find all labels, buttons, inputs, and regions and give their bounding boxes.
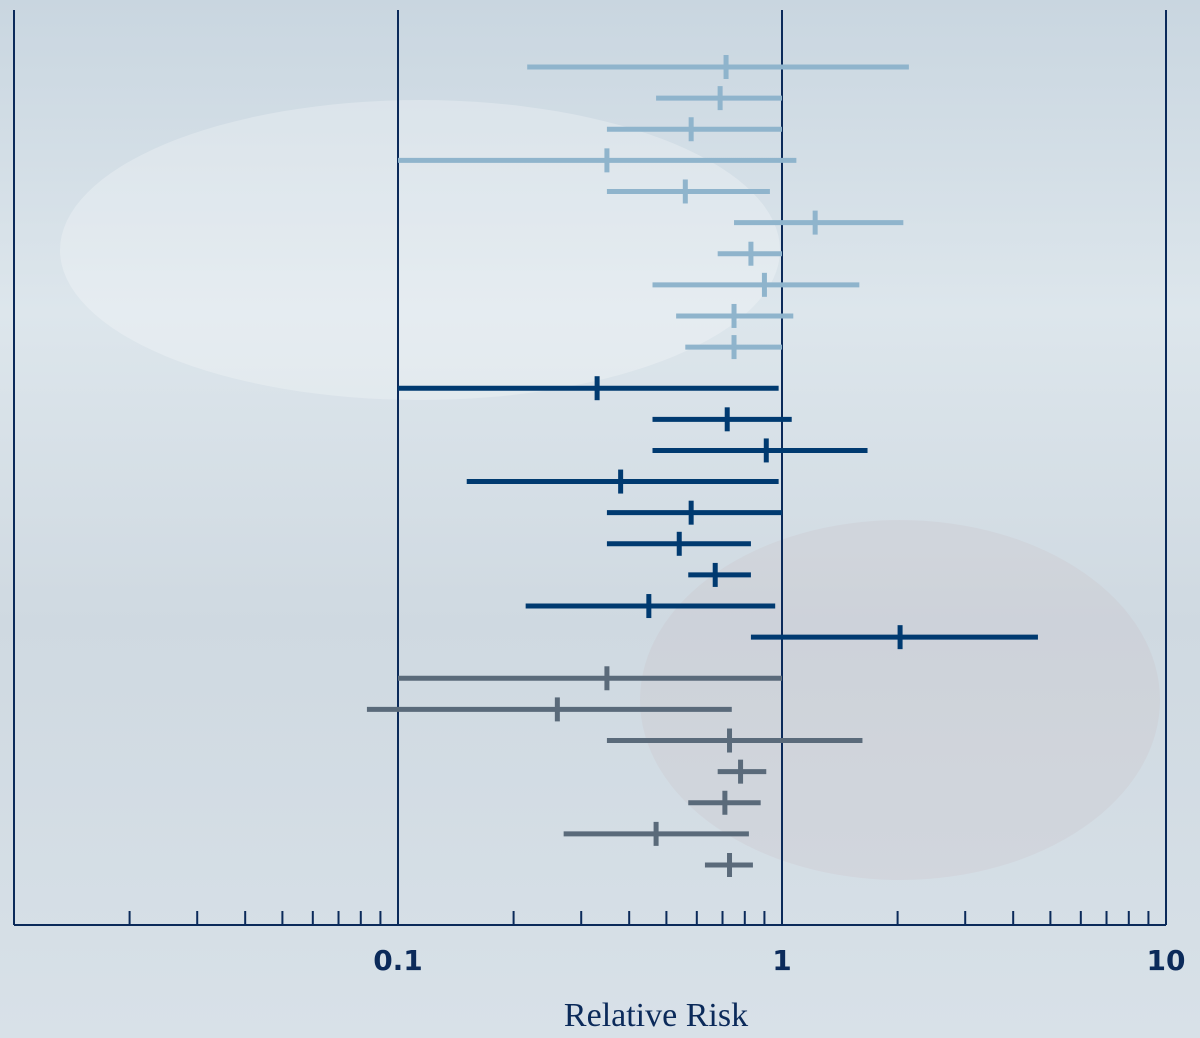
x-tick-label: 0.1 [373, 944, 423, 977]
x-tick-label: 1 [772, 944, 791, 977]
x-tick-label: 10 [1147, 944, 1186, 977]
x-axis-label: Relative Risk [564, 997, 748, 1034]
background-glow [640, 520, 1160, 880]
background-glow [60, 100, 780, 400]
